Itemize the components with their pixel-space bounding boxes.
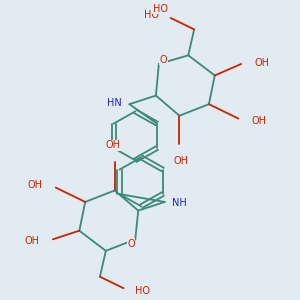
Text: OH: OH (25, 236, 40, 246)
Text: OH: OH (106, 140, 121, 150)
Text: HN: HN (107, 98, 122, 108)
Text: HO: HO (153, 4, 168, 14)
Text: O: O (159, 55, 167, 64)
Text: OH: OH (173, 156, 188, 166)
Text: NH: NH (172, 198, 187, 208)
Text: OH: OH (254, 58, 269, 68)
Text: OH: OH (28, 180, 43, 190)
Text: HO: HO (144, 10, 159, 20)
Text: O: O (127, 238, 135, 249)
Text: HO: HO (135, 286, 150, 296)
Text: OH: OH (252, 116, 267, 126)
